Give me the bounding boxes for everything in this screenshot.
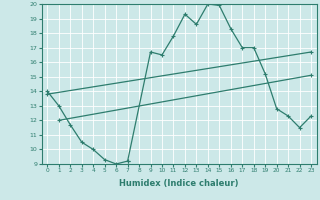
X-axis label: Humidex (Indice chaleur): Humidex (Indice chaleur) xyxy=(119,179,239,188)
